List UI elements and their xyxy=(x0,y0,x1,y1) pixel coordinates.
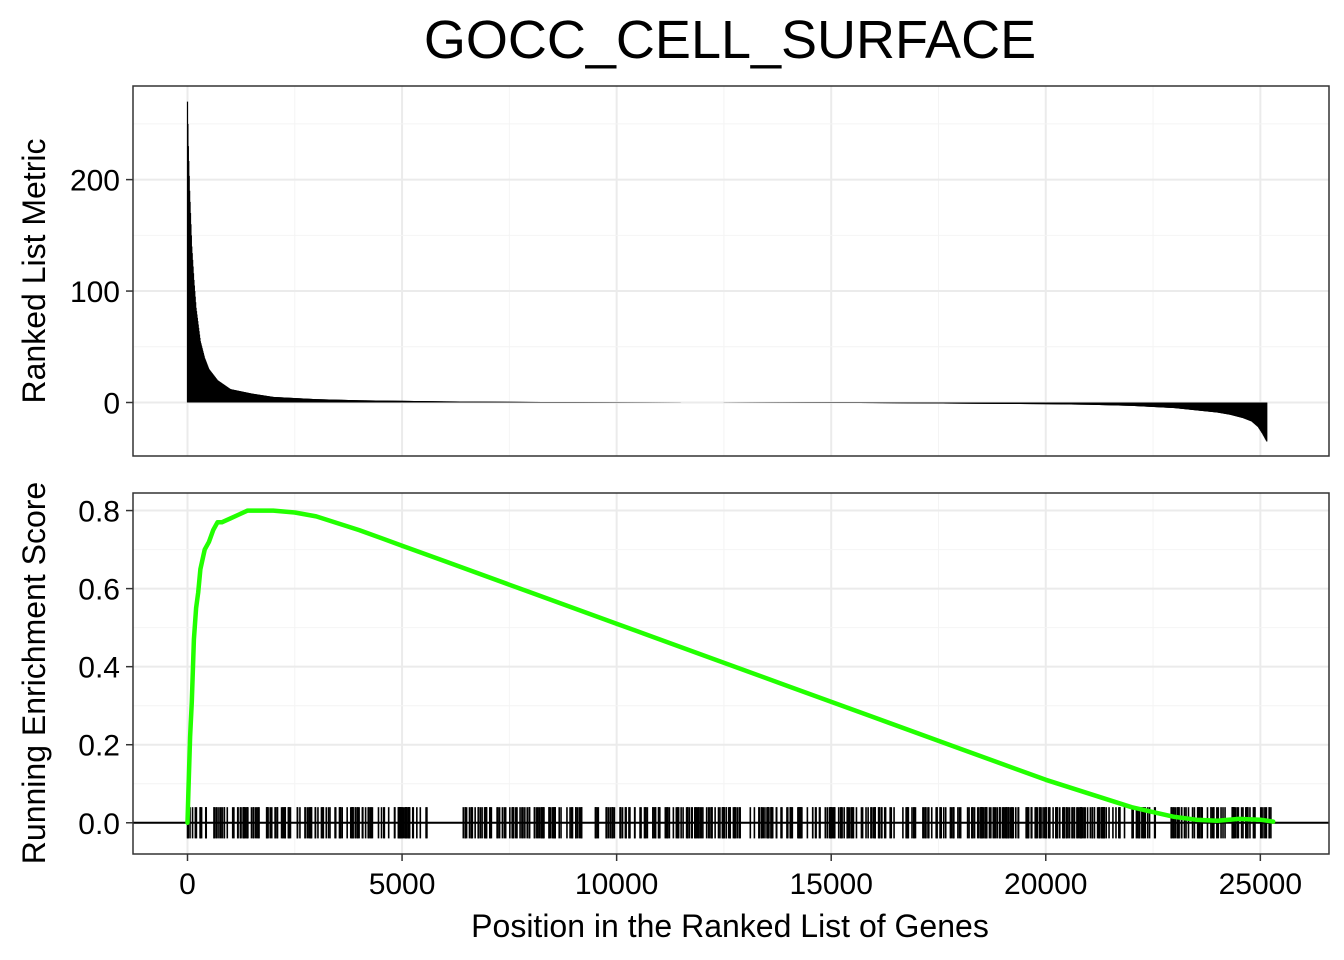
top-y-ticks: 0 100 200 xyxy=(70,165,133,421)
enrichment-score-panel: 0.0 0.2 0.4 0.6 0.8 0 5000 10000 15000 20000 2500… xyxy=(16,482,1330,944)
y-tick-label: 0 xyxy=(103,388,120,421)
y-tick-label: 100 xyxy=(70,276,120,309)
chart-title: GOCC_CELL_SURFACE xyxy=(424,10,1036,70)
running-enrichment-line xyxy=(185,508,1276,826)
x-tick-label: 15000 xyxy=(789,868,872,901)
x-tick-label: 25000 xyxy=(1219,868,1302,901)
bottom-panel-background xyxy=(133,493,1329,854)
top-y-axis-title: Ranked List Metric xyxy=(16,139,52,404)
bottom-y-axis-title: Running Enrichment Score xyxy=(16,482,52,864)
bottom-panel-border xyxy=(132,492,1330,855)
y-tick-label: 0.2 xyxy=(78,730,120,763)
y-tick-label: 0.6 xyxy=(78,574,120,607)
ranked-metric-panel: 0 100 200 Ranked List Metric xyxy=(16,85,1330,457)
x-tick-label: 10000 xyxy=(575,868,658,901)
top-panel-border xyxy=(132,85,1330,457)
ranked-metric-bars xyxy=(186,101,1268,442)
y-tick-label: 0.8 xyxy=(78,496,120,529)
y-tick-label: 0.0 xyxy=(78,808,120,841)
x-tick-label: 0 xyxy=(179,868,196,901)
x-tick-label: 20000 xyxy=(1004,868,1087,901)
y-tick-label: 0.4 xyxy=(78,652,120,685)
top-panel-background xyxy=(133,86,1329,456)
x-axis-title: Position in the Ranked List of Genes xyxy=(471,908,989,944)
x-tick-label: 5000 xyxy=(369,868,436,901)
bottom-x-ticks: 0 5000 10000 15000 20000 25000 xyxy=(179,854,1302,901)
y-tick-label: 200 xyxy=(70,165,120,198)
bottom-y-ticks: 0.0 0.2 0.4 0.6 0.8 xyxy=(78,496,133,841)
